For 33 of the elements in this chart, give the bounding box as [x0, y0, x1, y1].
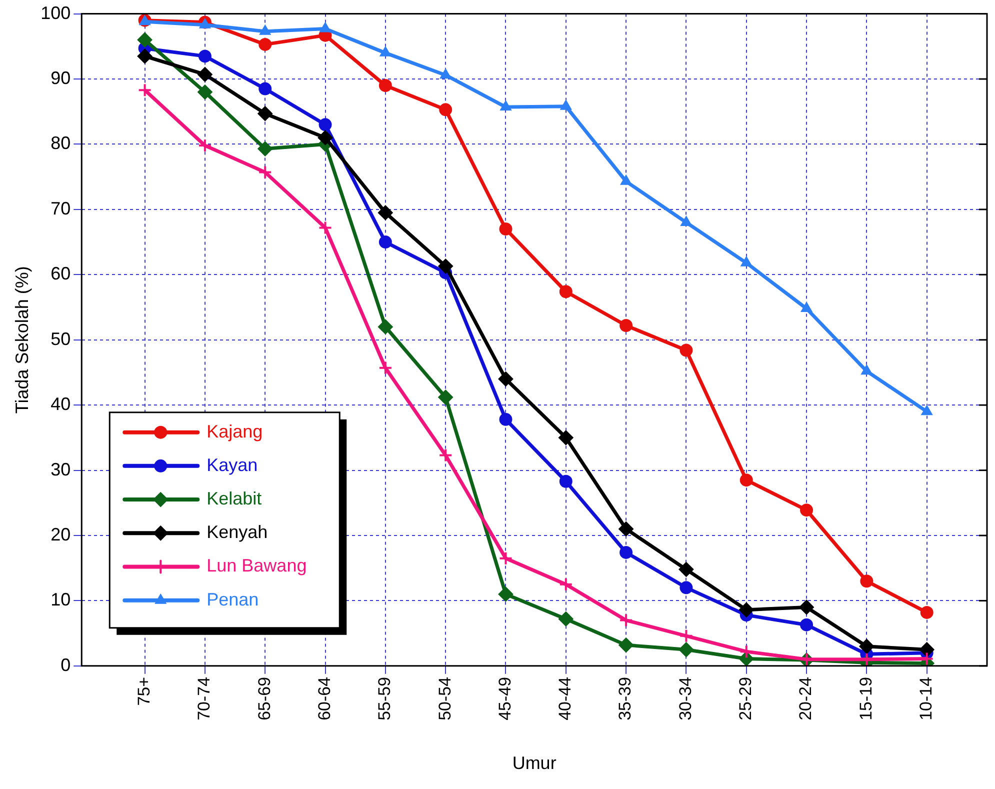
x-tick-label: 75+: [134, 676, 154, 706]
x-tick-label: 40-44: [556, 676, 575, 720]
x-tick-label: 50-54: [435, 676, 454, 720]
x-tick-label: 45-49: [495, 676, 514, 720]
x-tick-label: 55-59: [375, 676, 394, 720]
x-axis-title: Umur: [512, 753, 556, 774]
x-tick-label: 15-19: [856, 676, 876, 720]
y-tick-label: 100: [40, 2, 71, 23]
y-tick-label: 60: [50, 264, 71, 284]
y-tick-label: 0: [60, 654, 71, 675]
x-tick-label: 65-69: [254, 676, 274, 720]
legend-label: Kenyah: [206, 522, 268, 542]
x-tick-label: 35-39: [616, 676, 635, 720]
y-tick-label: 30: [50, 459, 71, 480]
y-tick-label: 90: [50, 68, 71, 88]
x-tick-label: 70-74: [194, 676, 214, 720]
x-tick-label: 25-29: [736, 676, 756, 720]
y-tick-label: 80: [50, 133, 71, 154]
x-tick-label: 20-24: [796, 676, 816, 720]
legend-label: Kayan: [206, 454, 258, 475]
legend-label: Kajang: [206, 421, 263, 442]
legend-label: Lun Bawang: [206, 556, 307, 576]
x-tick-label: 60-64: [314, 676, 334, 720]
y-tick-label: 20: [50, 524, 71, 544]
y-tick-label: 70: [50, 198, 71, 218]
y-axis-title: Tiada Sekolah (%): [12, 266, 32, 414]
x-tick-label: 10-14: [916, 676, 936, 720]
y-tick-label: 40: [50, 394, 71, 414]
y-tick-label: 10: [50, 590, 71, 610]
legend-label: Penan: [206, 589, 259, 610]
y-tick-label: 50: [50, 328, 71, 349]
x-tick-label: 30-34: [676, 676, 695, 720]
legend-label: Kelabit: [206, 488, 262, 508]
